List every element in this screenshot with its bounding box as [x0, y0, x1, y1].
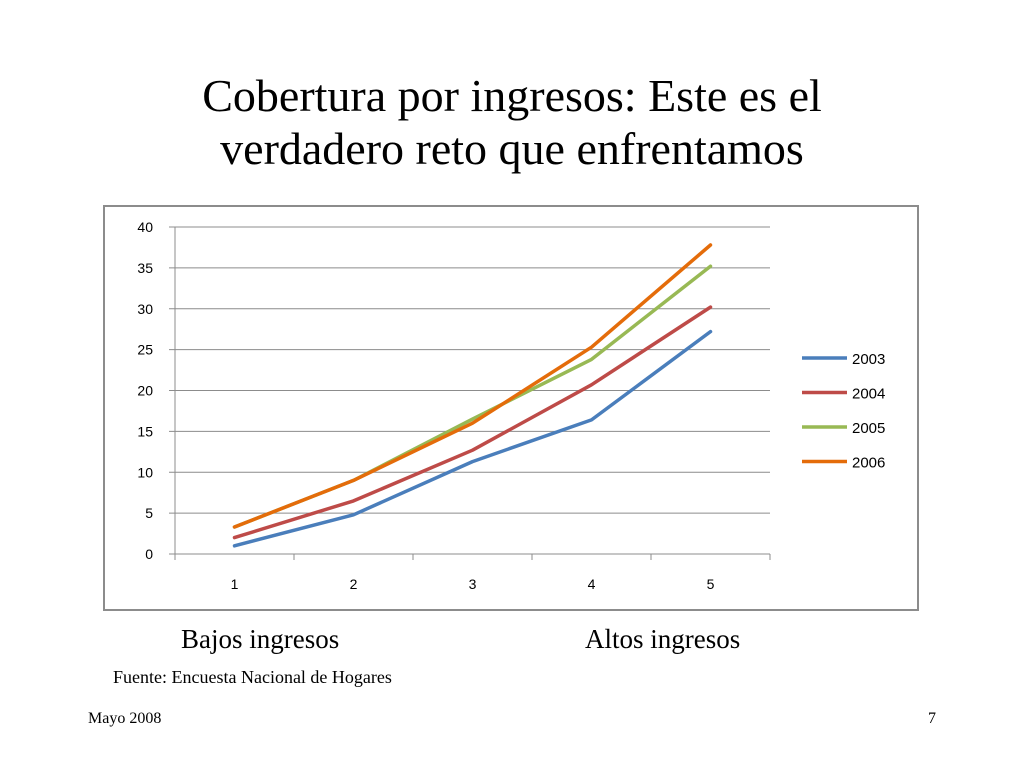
y-tick-label-35: 35 [137, 260, 153, 276]
slide-title: Cobertura por ingresos: Este es el verda… [60, 70, 964, 176]
legend: 2003 2004 2005 2006 [802, 351, 885, 472]
y-tick-label-15: 15 [137, 423, 153, 439]
x-tick-label-1: 1 [231, 576, 239, 592]
series-line-2006 [232, 243, 713, 529]
footer-date: Mayo 2008 [88, 710, 162, 727]
legend-label-2003: 2003 [852, 351, 885, 368]
y-tick-labels: 0 5 10 15 20 25 30 35 40 [137, 219, 153, 562]
x-tick-label-5: 5 [707, 576, 715, 592]
y-tick-label-30: 30 [137, 301, 153, 317]
x-tick-label-2: 2 [350, 576, 358, 592]
gridlines [169, 226, 770, 555]
legend-label-2006: 2006 [852, 455, 885, 472]
y-tick-label-5: 5 [145, 505, 153, 521]
y-tick-label-25: 25 [137, 342, 153, 358]
y-tick-label-20: 20 [137, 383, 153, 399]
x-tick-label-4: 4 [588, 576, 596, 592]
series-line-2004 [232, 305, 713, 540]
y-tick-label-40: 40 [137, 219, 153, 235]
page-number: 7 [928, 710, 936, 727]
y-tick-label-0: 0 [145, 546, 153, 562]
title-line-2: verdadero reto que enfrentamos [220, 122, 804, 174]
series-line-2003 [232, 329, 713, 548]
x-tick-label-3: 3 [469, 576, 477, 592]
y-tick-label-10: 10 [137, 464, 153, 480]
chart-container: 0 5 10 15 20 25 30 35 40 1 2 3 4 5 2003 2004 2005 2006 [103, 205, 919, 611]
title-line-1: Cobertura por ingresos: Este es el [202, 70, 822, 121]
series-lines [232, 243, 713, 548]
high-income-label: Altos ingresos [585, 624, 741, 654]
line-chart: 0 5 10 15 20 25 30 35 40 1 2 3 4 5 2003 2004 2005 2006 [137, 219, 885, 592]
legend-label-2005: 2005 [852, 420, 885, 437]
source-note: Fuente: Encuesta Nacional de Hogares [113, 667, 392, 687]
legend-label-2004: 2004 [852, 386, 885, 403]
x-tick-labels: 1 2 3 4 5 [231, 576, 715, 592]
axes [174, 227, 771, 560]
low-income-label: Bajos ingresos [181, 624, 340, 654]
